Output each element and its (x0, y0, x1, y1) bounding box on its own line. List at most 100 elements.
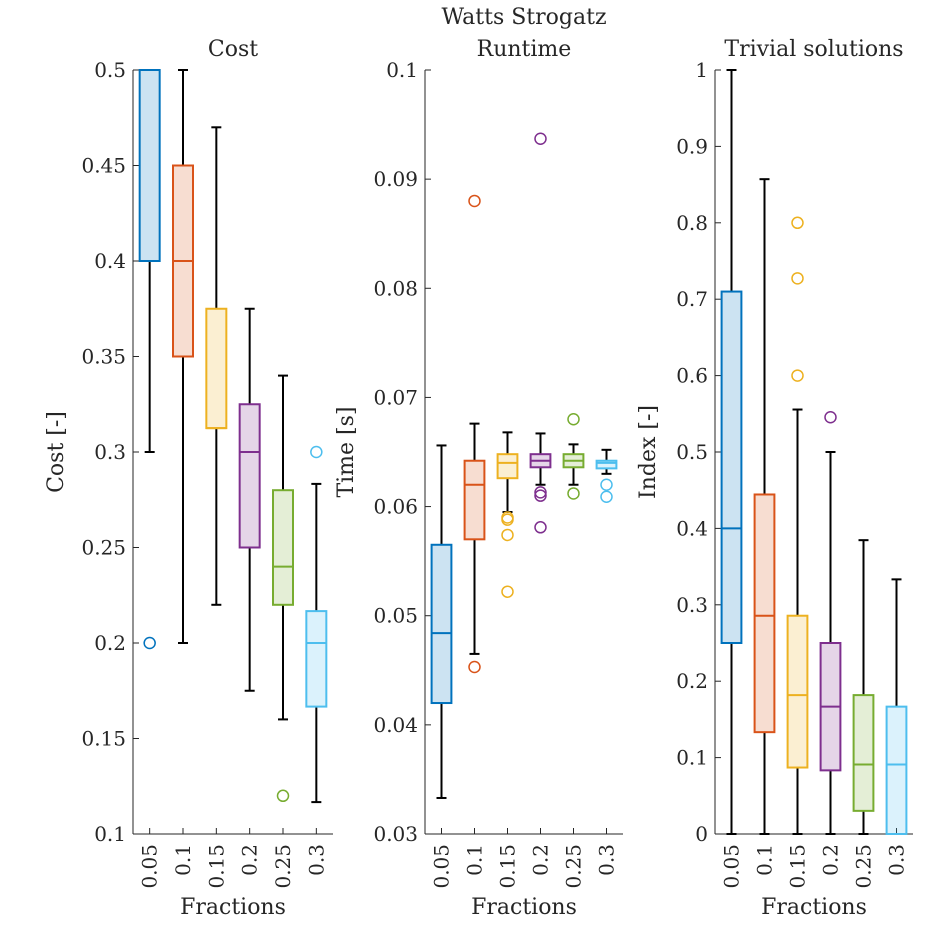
box-rect (720, 290, 743, 644)
outlier-point (468, 660, 481, 674)
y-tick-label: 1 (695, 58, 708, 82)
outlier-point (600, 490, 613, 503)
box-0.3 (595, 448, 618, 503)
y-tick-label: 0.7 (676, 287, 708, 311)
y-tick-label: 0.06 (373, 495, 418, 519)
outlier-point (534, 132, 547, 146)
box-rect (205, 307, 228, 430)
y-tick-label: 0.2 (676, 669, 708, 693)
box-rect (852, 694, 875, 812)
box-0.05 (430, 444, 453, 799)
x-tick-label: 0.25 (562, 844, 586, 889)
y-tick-label: 0 (695, 822, 708, 846)
chart-title: Runtime (477, 37, 572, 62)
x-tick-label: 0.2 (529, 844, 553, 876)
outlier-point (567, 487, 580, 500)
y-tick-label: 0.4 (676, 516, 708, 540)
y-tick-label: 0.4 (94, 249, 126, 273)
box-rect (463, 459, 486, 541)
box-rect (430, 543, 453, 705)
x-tick-label: 0.25 (852, 844, 876, 889)
box-rect (238, 403, 261, 549)
x-tick-label: 0.15 (204, 844, 228, 889)
x-tick-label: 0.2 (238, 844, 262, 876)
outlier-point (534, 486, 547, 499)
outlier-point (791, 216, 804, 230)
x-tick-label: 0.05 (138, 844, 162, 889)
x-axis-label: Fractions (180, 895, 286, 920)
outlier-point (310, 445, 323, 459)
outlier-point (567, 413, 580, 426)
y-tick-label: 0.35 (81, 345, 126, 369)
y-tick-label: 0.03 (373, 822, 418, 846)
outlier-point (600, 478, 613, 491)
y-tick-label: 0.3 (94, 440, 126, 464)
y-tick-label: 0.09 (373, 167, 418, 191)
y-tick-label: 0.25 (81, 536, 126, 560)
y-tick-label: 0.2 (94, 631, 126, 655)
box-0.2 (819, 410, 842, 835)
outlier-point (501, 528, 514, 542)
outlier-point (534, 489, 547, 502)
figure-suptitle: Watts Strogatz (441, 5, 606, 30)
y-tick-label: 0.05 (373, 604, 418, 628)
outlier-point (501, 511, 514, 524)
y-tick-label: 0.3 (676, 593, 708, 617)
box-0.05 (720, 69, 743, 835)
box-rect (496, 453, 519, 480)
chart-title: Cost (208, 37, 258, 62)
box-rect (786, 614, 809, 769)
outlier-point (791, 272, 804, 285)
x-tick-label: 0.1 (171, 844, 195, 876)
outlier-point (534, 521, 547, 534)
x-tick-label: 0.3 (885, 844, 909, 876)
y-tick-label: 0.08 (373, 276, 418, 300)
box-0.05 (138, 69, 161, 650)
box-rect (138, 69, 161, 262)
x-tick-label: 0.15 (786, 844, 810, 889)
x-tick-label: 0.15 (496, 844, 520, 889)
box-0.15 (786, 216, 809, 835)
y-tick-label: 0.5 (94, 58, 126, 82)
box-0.2 (238, 307, 261, 692)
y-tick-label: 0.15 (81, 727, 126, 751)
y-tick-label: 0.45 (81, 154, 126, 178)
y-tick-label: 0.9 (676, 134, 708, 158)
outlier-point (468, 194, 481, 208)
y-tick-label: 0.8 (676, 211, 708, 235)
box-0.2 (529, 132, 552, 534)
x-tick-label: 0.3 (595, 844, 619, 876)
outlier-point (143, 636, 156, 650)
x-tick-label: 0.25 (271, 844, 295, 889)
box-rect (595, 459, 618, 470)
x-tick-label: 0.05 (430, 844, 454, 889)
y-tick-label: 0.1 (94, 822, 126, 846)
box-0.1 (172, 69, 194, 644)
box-0.3 (305, 445, 328, 804)
y-axis-label: Index [-] (636, 405, 661, 499)
box-0.25 (272, 374, 294, 803)
y-tick-label: 0.6 (676, 364, 708, 388)
box-0.3 (885, 578, 908, 835)
box-rect (305, 610, 328, 708)
box-0.1 (753, 178, 776, 835)
outlier-point (824, 410, 837, 424)
box-rect (885, 705, 908, 835)
y-tick-label: 0.1 (386, 58, 418, 82)
chart-title: Trivial solutions (724, 37, 903, 62)
x-tick-label: 0.05 (720, 844, 744, 889)
box-0.1 (463, 194, 486, 674)
y-tick-label: 0.04 (373, 713, 418, 737)
x-tick-label: 0.1 (753, 844, 777, 876)
outlier-point (501, 585, 514, 598)
chart-panel-3: 0 0.1 0.2 0.3 0.4 0.5 0.6 0.7 0.8 0.9 1 0.05 0.1 0.15… (636, 37, 913, 920)
x-axis-label: Fractions (761, 895, 867, 920)
y-tick-label: 0.1 (676, 746, 708, 770)
box-rect (272, 489, 294, 606)
y-axis-label: Time [s] (334, 406, 359, 497)
x-tick-label: 0.3 (304, 844, 328, 876)
y-axis-label: Cost [-] (44, 411, 69, 493)
box-0.25 (562, 413, 585, 500)
outlier-point (276, 789, 290, 803)
